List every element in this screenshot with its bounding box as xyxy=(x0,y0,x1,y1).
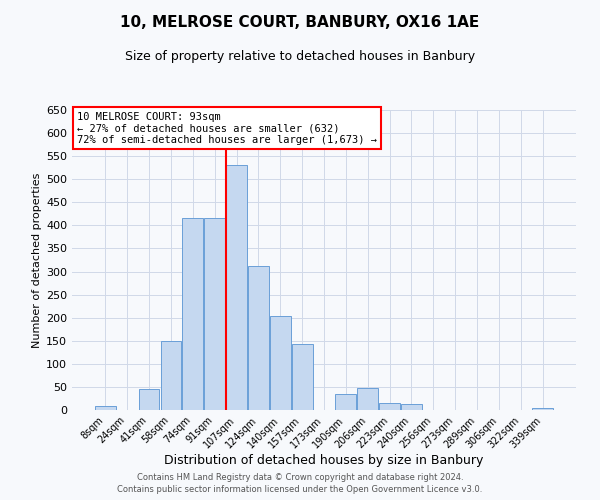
Bar xyxy=(292,344,313,410)
Text: Contains HM Land Registry data © Crown copyright and database right 2024.: Contains HM Land Registry data © Crown c… xyxy=(137,472,463,482)
Bar xyxy=(139,389,160,410)
Bar xyxy=(379,403,400,410)
Bar xyxy=(161,341,181,410)
Bar xyxy=(358,388,378,410)
Text: 10, MELROSE COURT, BANBURY, OX16 1AE: 10, MELROSE COURT, BANBURY, OX16 1AE xyxy=(121,15,479,30)
Bar xyxy=(270,316,290,410)
Bar xyxy=(204,218,225,410)
Bar xyxy=(182,218,203,410)
X-axis label: Distribution of detached houses by size in Banbury: Distribution of detached houses by size … xyxy=(164,454,484,467)
Text: Contains public sector information licensed under the Open Government Licence v3: Contains public sector information licen… xyxy=(118,485,482,494)
Bar xyxy=(335,394,356,410)
Text: Size of property relative to detached houses in Banbury: Size of property relative to detached ho… xyxy=(125,50,475,63)
Bar xyxy=(532,408,553,410)
Text: 10 MELROSE COURT: 93sqm
← 27% of detached houses are smaller (632)
72% of semi-d: 10 MELROSE COURT: 93sqm ← 27% of detache… xyxy=(77,112,377,144)
Bar xyxy=(401,404,422,410)
Y-axis label: Number of detached properties: Number of detached properties xyxy=(32,172,42,348)
Bar xyxy=(248,266,269,410)
Bar xyxy=(95,406,116,410)
Bar xyxy=(226,166,247,410)
